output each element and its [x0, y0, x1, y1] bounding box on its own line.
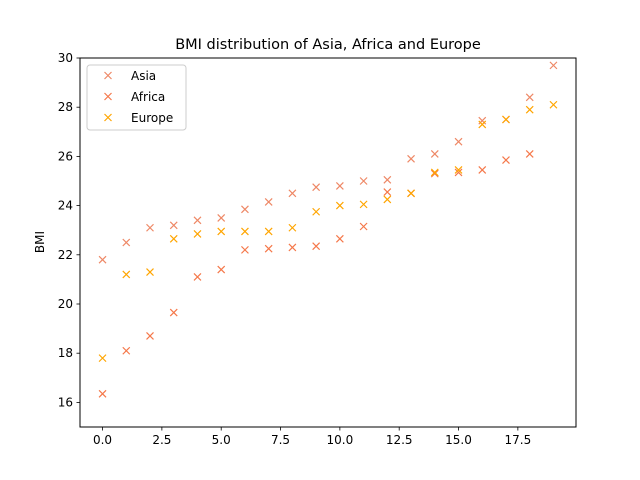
- y-tick-label: 20: [58, 297, 73, 311]
- europe-data-point: [502, 115, 510, 124]
- chart-title: BMI distribution of Asia, Africa and Eur…: [175, 37, 481, 53]
- y-tick-label: 28: [58, 100, 73, 114]
- africa-data-point: [264, 244, 273, 253]
- asia-data-point: [264, 197, 273, 206]
- x-tick-label: 0.0: [93, 433, 112, 447]
- legend-marker-africa: [104, 92, 112, 101]
- legend-box: [86, 64, 187, 131]
- africa-data-point: [169, 308, 178, 317]
- asia-data-point: [217, 213, 226, 222]
- europe-data-point: [217, 227, 226, 236]
- asia-data-point: [549, 61, 558, 70]
- y-tick-label: 24: [58, 199, 73, 213]
- europe-data-point: [122, 270, 131, 279]
- africa-data-point: [525, 150, 534, 158]
- africa-data-point: [430, 169, 439, 178]
- legend-marker-europe: [104, 113, 112, 122]
- europe-data-point: [407, 189, 415, 198]
- africa-data-point: [241, 245, 249, 254]
- legend-label-europe: Europe: [131, 111, 173, 125]
- africa-data-point: [217, 265, 226, 274]
- africa-data-point: [122, 346, 131, 355]
- asia-data-point: [169, 221, 178, 230]
- y-tick-label: 16: [58, 395, 73, 409]
- africa-data-point: [193, 273, 202, 281]
- asia-data-point: [193, 216, 202, 225]
- asia-data-point: [98, 255, 107, 264]
- asia-data-point: [454, 137, 463, 146]
- legend-marker-asia: [104, 71, 112, 80]
- africa-data-point: [146, 332, 154, 340]
- africa-data-point: [312, 242, 321, 251]
- europe-data-point: [359, 200, 368, 209]
- europe-data-point: [383, 195, 392, 204]
- asia-data-point: [430, 150, 439, 158]
- data-markers: [98, 61, 558, 398]
- plot-frame: [79, 57, 577, 428]
- legend: Asia Africa Europe: [86, 64, 187, 131]
- axis-ticks: 0.0 2.5 5.0 7.5 10.0 12.5 15.0 17.5 16 18 20 22 24 26…: [58, 51, 531, 447]
- europe-data-point: [525, 105, 534, 114]
- asia-data-point: [146, 223, 154, 232]
- asia-data-point: [122, 238, 131, 247]
- europe-data-point: [98, 354, 107, 363]
- africa-data-point: [359, 222, 368, 231]
- legend-label-asia: Asia: [131, 69, 156, 83]
- asia-data-point: [288, 189, 297, 198]
- legend-label-africa: Africa: [131, 90, 165, 104]
- africa-data-point: [478, 166, 487, 174]
- africa-data-point: [454, 168, 463, 177]
- asia-data-point: [241, 205, 249, 214]
- africa-data-point: [288, 243, 297, 252]
- asia-data-point: [312, 183, 321, 192]
- x-tick-label: 2.5: [152, 433, 171, 447]
- x-tick-label: 5.0: [212, 433, 231, 447]
- africa-data-point: [383, 188, 392, 196]
- y-tick-label: 18: [58, 346, 73, 360]
- x-tick-label: 10.0: [327, 433, 354, 447]
- europe-data-point: [430, 168, 439, 177]
- europe-data-point: [549, 100, 558, 109]
- x-tick-label: 12.5: [386, 433, 413, 447]
- europe-data-point: [193, 229, 202, 238]
- europe-data-point: [312, 207, 321, 216]
- europe-data-point: [335, 201, 344, 210]
- y-tick-label: 26: [58, 149, 73, 163]
- europe-data-point: [169, 234, 178, 243]
- europe-data-point: [264, 227, 273, 236]
- europe-data-point: [146, 268, 154, 276]
- y-tick-label: 30: [58, 51, 73, 65]
- asia-data-point: [335, 181, 344, 190]
- x-tick-label: 7.5: [271, 433, 290, 447]
- y-tick-label: 22: [58, 248, 73, 262]
- europe-data-point: [288, 223, 297, 232]
- africa-data-point: [335, 234, 344, 243]
- africa-data-point: [98, 389, 107, 398]
- asia-data-point: [407, 154, 415, 163]
- europe-data-point: [241, 227, 249, 236]
- x-tick-label: 17.5: [504, 433, 531, 447]
- asia-data-point: [383, 175, 392, 184]
- europe-data-point: [478, 120, 487, 129]
- y-axis-label: BMI: [33, 231, 47, 253]
- x-tick-label: 15.0: [445, 433, 472, 447]
- asia-data-point: [478, 116, 487, 125]
- asia-data-point: [359, 177, 368, 185]
- asia-data-point: [525, 93, 534, 102]
- africa-data-point: [502, 156, 510, 165]
- europe-data-point: [454, 166, 463, 174]
